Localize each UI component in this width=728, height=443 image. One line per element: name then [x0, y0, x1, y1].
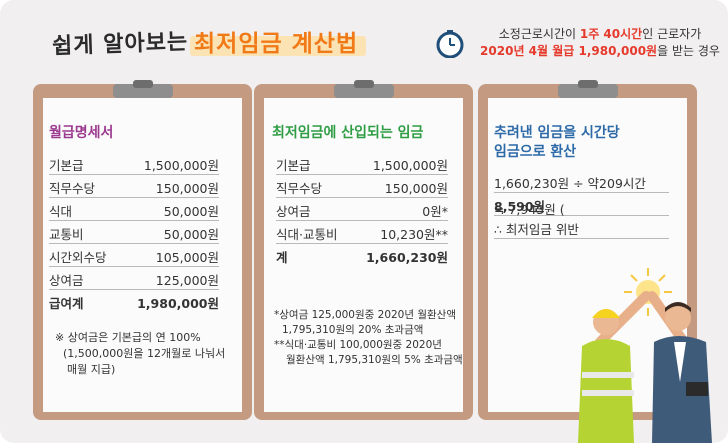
table-row: 상여금 0원* — [276, 198, 448, 221]
note-line: *상여금 125,000원중 2020년 월환산액 — [274, 309, 457, 321]
calc-line-division: 1,660,230원 ÷ 약209시간 — [494, 170, 669, 193]
total-row: 계 1,660,230원 — [276, 244, 448, 266]
page-title: 쉽게 알아보는 최저임금 계산법 — [0, 14, 400, 62]
row-label: 식대 — [49, 204, 73, 219]
row-label: 직무수당 — [49, 181, 96, 196]
row-label: 교통비 — [49, 227, 84, 242]
condition-salary: 2020년 4월 월급 1,980,000원 — [480, 44, 658, 58]
table-row: 기본급 1,500,000원 — [49, 152, 219, 175]
title-main: 최저임금 계산법 — [194, 31, 359, 57]
row-value: 0원* — [422, 204, 448, 219]
note-line: ※ 상여금은 기본급의 연 100% — [55, 331, 201, 344]
included-heading: 최저임금에 산입되는 임금 — [272, 125, 424, 141]
row-label: 상여금 — [49, 273, 84, 288]
calc-text: ≒ 7,943원 ( — [494, 202, 565, 217]
row-value: 1,500,000원 — [372, 158, 448, 173]
row-value: 105,000원 — [155, 250, 219, 265]
row-value: 50,000원 — [163, 227, 219, 242]
title-highlight — [190, 36, 366, 56]
table-row: 식대 50,000원 — [49, 198, 219, 221]
note-line: 월환산액 1,795,310원의 5% 초과금액 — [286, 354, 463, 366]
calc-line-conclusion: ∴ 최저임금 위반 — [494, 216, 669, 239]
condition-text: 소정근로시간이 1주 40시간인 근로자가 2020년 4월 월급 1,980,… — [472, 26, 728, 60]
businessman-figure — [647, 291, 712, 443]
table-row: 식대·교통비 10,230원** — [276, 221, 448, 244]
table-row: 시간외수당 105,000원 — [49, 244, 219, 267]
row-value: 150,000원 — [384, 181, 448, 196]
row-label: 기본급 — [49, 158, 84, 173]
total-row: 급여계 1,980,000원 — [49, 290, 219, 312]
condition-text-1a: 소정근로시간이 — [498, 27, 580, 41]
row-label: 직무수당 — [276, 181, 323, 196]
calc-line-result: ≒ 7,943원 ( 8,590원 — [494, 193, 669, 217]
conversion-heading-line: 추려낸 임금을 시간당 — [494, 125, 620, 141]
condition-text-2b: 을 받는 경우 — [657, 44, 720, 58]
row-value: 10,230원** — [380, 227, 448, 242]
row-value: 125,000원 — [155, 273, 219, 288]
total-label: 급여계 — [49, 296, 84, 311]
total-value: 1,660,230원 — [366, 250, 448, 265]
conversion-heading-line: 임금으로 환산 — [494, 144, 577, 160]
handshake-illustration — [560, 262, 728, 443]
note-line: (1,500,000원을 12개월로 나눠서 — [63, 347, 226, 360]
row-value: 50,000원 — [163, 204, 219, 219]
clip-icon — [111, 80, 175, 100]
clip-icon — [556, 80, 620, 100]
condition-text-1c: 인 근로자가 — [642, 27, 702, 41]
row-value: 1,500,000원 — [143, 158, 219, 173]
table-row: 직무수당 150,000원 — [49, 175, 219, 198]
row-value: 150,000원 — [155, 181, 219, 196]
clip-icon — [332, 80, 396, 100]
table-row: 직무수당 150,000원 — [276, 175, 448, 198]
row-label: 식대·교통비 — [276, 227, 338, 242]
condition-hours: 1주 40시간 — [579, 27, 643, 41]
clipboard-included-wages: 최저임금에 산입되는 임금 기본급 1,500,000원 직무수당 150,000원… — [254, 80, 473, 420]
minimum-wage-value: 8,590원 — [494, 199, 546, 214]
row-label: 상여금 — [276, 204, 311, 219]
clipboard-payslip: 월급명세서 기본급 1,500,000원 직무수당 150,000원 식대 50,00… — [33, 80, 252, 420]
conversion-heading: 추려낸 임금을 시간당 임금으로 환산 — [494, 124, 620, 162]
clock-icon — [436, 30, 464, 59]
note-line: 1,795,310원의 20% 초과금액 — [282, 324, 424, 336]
total-value: 1,980,000원 — [137, 296, 219, 311]
table-row: 기본급 1,500,000원 — [276, 152, 448, 175]
payslip-note: ※ 상여금은 기본급의 연 100% (1,500,000원을 12개월로 나눠… — [55, 330, 225, 378]
row-label: 기본급 — [276, 158, 311, 173]
total-label: 계 — [276, 250, 288, 265]
included-note: *상여금 125,000원중 2020년 월환산액 1,795,310원의 20… — [274, 308, 463, 368]
note-line: 매월 지급) — [67, 363, 116, 376]
table-row: 교통비 50,000원 — [49, 221, 219, 244]
clipboard-paper — [43, 98, 242, 412]
clipboard-paper — [264, 98, 463, 412]
table-row: 상여금 125,000원 — [49, 267, 219, 290]
calc-text: 1,660,230원 ÷ 약209시간 — [494, 176, 646, 191]
payslip-heading: 월급명세서 — [49, 125, 114, 141]
worker-figure — [578, 291, 651, 443]
calc-text: ∴ 최저임금 위반 — [494, 222, 579, 237]
title-prefix: 쉽게 알아보는 — [51, 29, 189, 60]
row-label: 시간외수당 — [49, 250, 107, 265]
note-line: **식대·교통비 100,000원중 2020년 — [274, 339, 442, 351]
